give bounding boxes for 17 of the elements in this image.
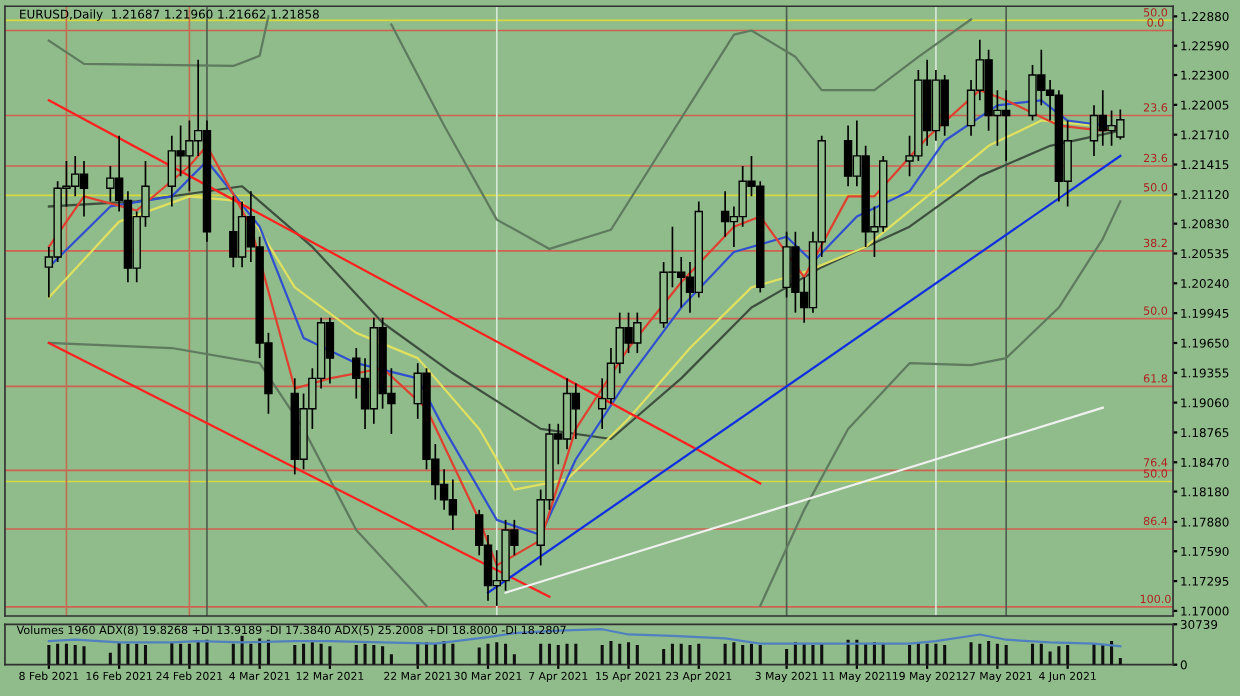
candlestick: [562, 377, 572, 450]
candlestick: [1089, 104, 1099, 157]
candlestick: [1001, 89, 1011, 162]
candlestick: [237, 200, 247, 268]
candlestick: [167, 134, 177, 208]
line-series: [47, 341, 428, 607]
candlestick: [448, 478, 458, 531]
candlestick: [940, 74, 949, 137]
candlestick: [720, 190, 730, 238]
candlestick: [325, 316, 335, 385]
line-series: [390, 18, 973, 251]
candlestick: [571, 382, 581, 440]
candlestick: [79, 160, 89, 218]
candlestick: [229, 195, 238, 268]
line-series: [759, 200, 1122, 607]
candlestick: [106, 165, 115, 203]
candlestick: [843, 124, 853, 188]
